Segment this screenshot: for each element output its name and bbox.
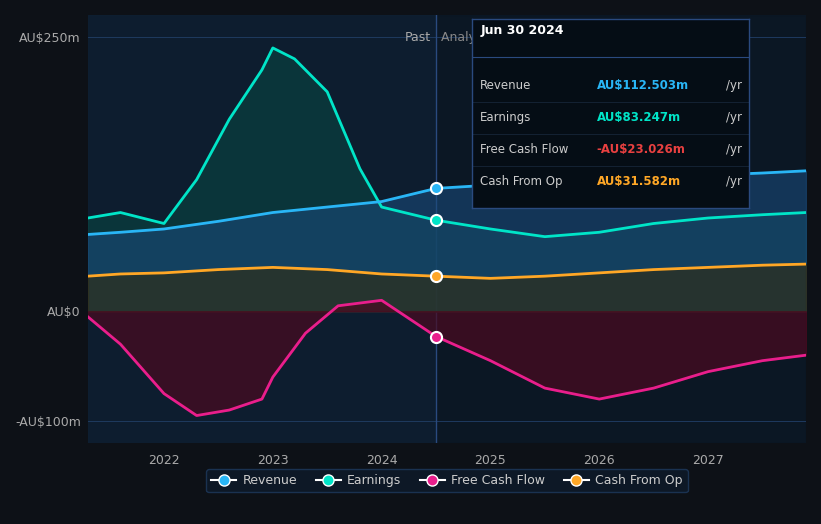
Text: -AU$23.026m: -AU$23.026m: [597, 143, 686, 156]
Bar: [88, 15, 436, 443]
Text: /yr: /yr: [727, 79, 742, 92]
Text: Earnings: Earnings: [480, 111, 532, 124]
Text: Jun 30 2024: Jun 30 2024: [480, 24, 564, 37]
Bar: [436, 15, 806, 443]
Text: Cash From Op: Cash From Op: [480, 174, 563, 188]
Text: /yr: /yr: [727, 174, 742, 188]
Text: Revenue: Revenue: [480, 79, 532, 92]
Text: AU$83.247m: AU$83.247m: [597, 111, 681, 124]
Text: /yr: /yr: [727, 111, 742, 124]
Text: Past: Past: [405, 31, 430, 45]
Text: Free Cash Flow: Free Cash Flow: [480, 143, 569, 156]
Legend: Revenue, Earnings, Free Cash Flow, Cash From Op: Revenue, Earnings, Free Cash Flow, Cash …: [206, 470, 688, 493]
Text: AU$112.503m: AU$112.503m: [597, 79, 689, 92]
Text: AU$31.582m: AU$31.582m: [597, 174, 681, 188]
Text: /yr: /yr: [727, 143, 742, 156]
Text: Analysts Forecasts: Analysts Forecasts: [442, 31, 557, 45]
